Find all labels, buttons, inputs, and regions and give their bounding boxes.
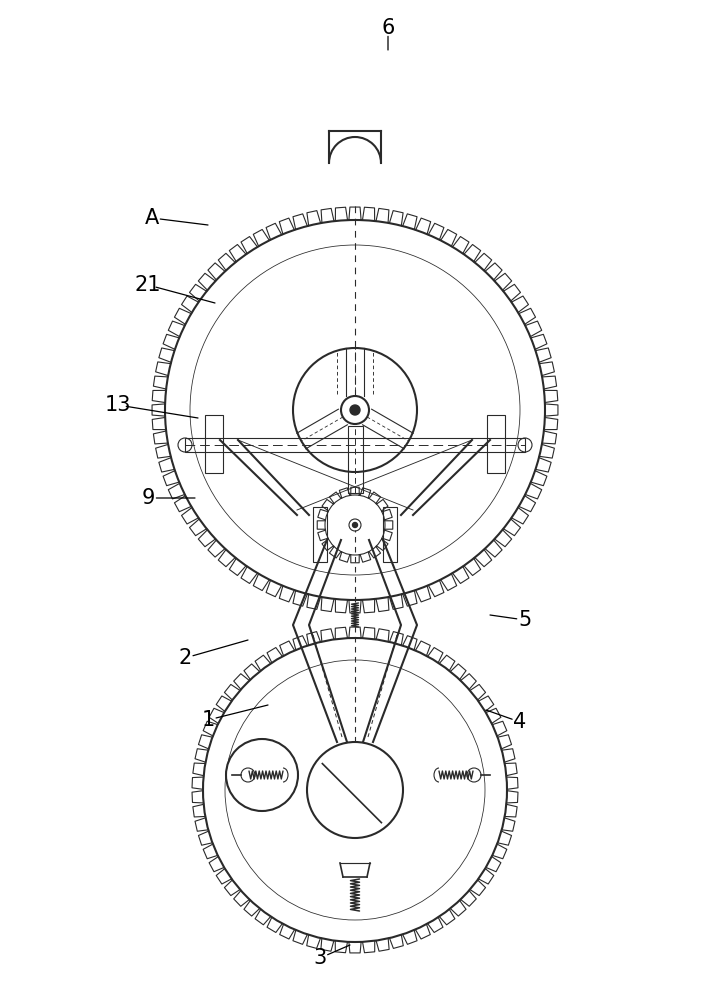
Bar <box>487 415 505 473</box>
Circle shape <box>352 522 358 528</box>
Text: 21: 21 <box>135 275 161 295</box>
Circle shape <box>350 405 360 415</box>
Bar <box>383 507 397 562</box>
Text: 2: 2 <box>178 648 192 668</box>
Bar <box>205 415 223 473</box>
Bar <box>313 507 327 562</box>
Bar <box>347 426 363 493</box>
Text: 9: 9 <box>141 488 155 508</box>
Text: 6: 6 <box>381 18 395 38</box>
Text: 5: 5 <box>518 610 532 630</box>
Text: A: A <box>145 208 159 228</box>
Text: 1: 1 <box>202 710 214 730</box>
Text: 3: 3 <box>313 948 327 968</box>
Text: 13: 13 <box>105 395 131 415</box>
Bar <box>185 438 525 452</box>
Text: 4: 4 <box>513 712 527 732</box>
